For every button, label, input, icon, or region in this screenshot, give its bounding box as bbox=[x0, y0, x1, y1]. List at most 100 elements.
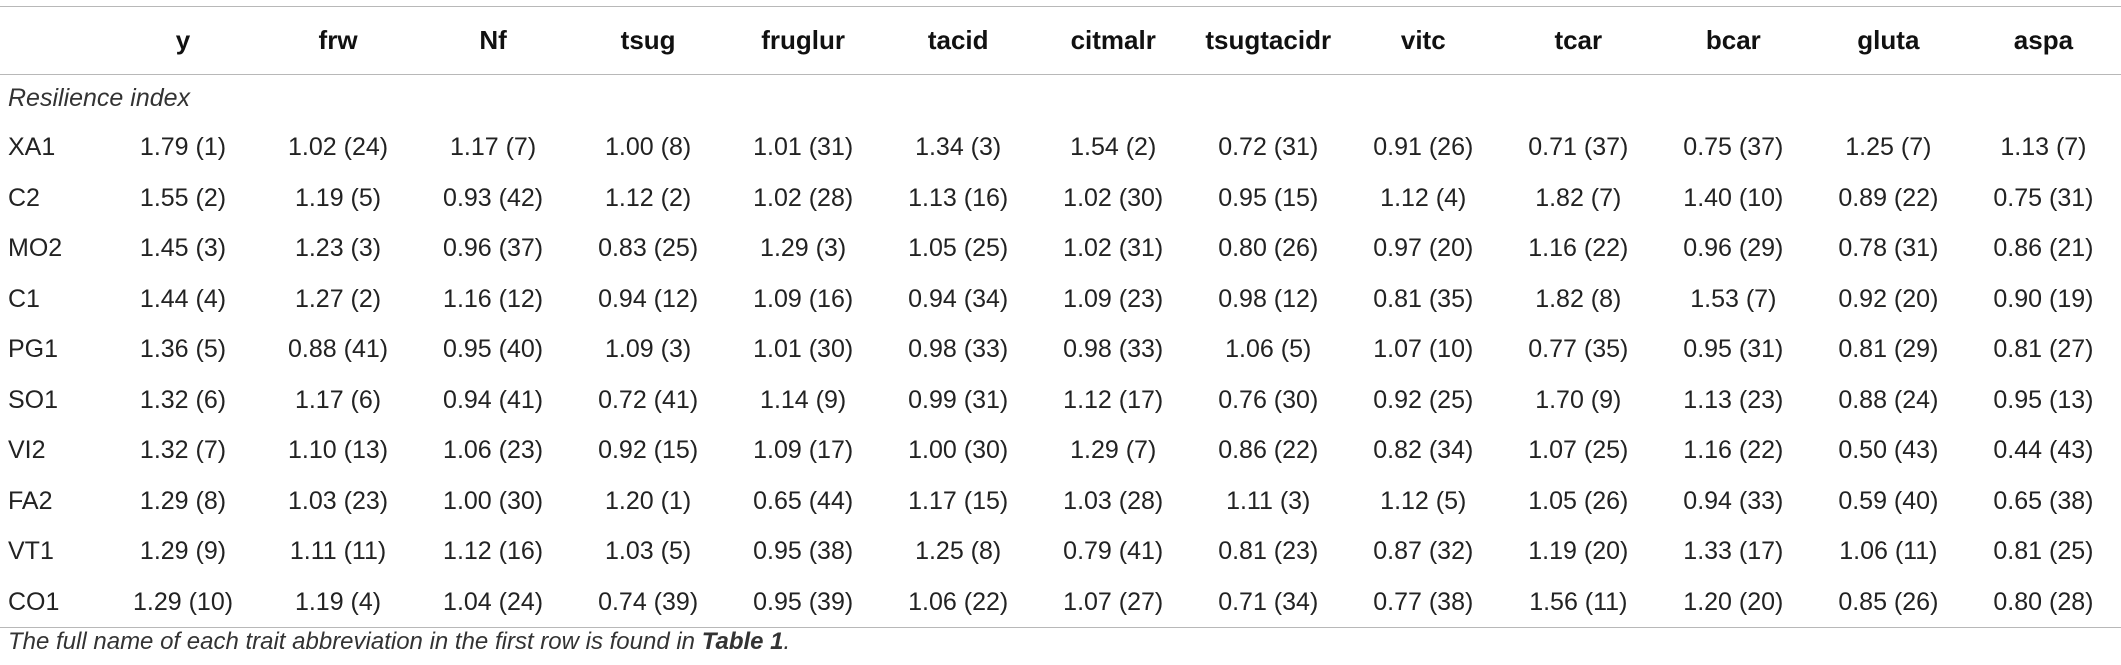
table-cell-tsug: 0.72 (41) bbox=[598, 385, 699, 414]
table-cell-Nf: 0.94 (41) bbox=[443, 385, 544, 414]
table-cell-fruglur: 1.09 (17) bbox=[753, 436, 854, 465]
table-cell-tcar: 1.56 (11) bbox=[1500, 577, 1656, 628]
table-cell-fruglur: 1.14 (9) bbox=[760, 385, 847, 414]
table-cell-fruglur: 1.29 (3) bbox=[760, 234, 847, 263]
table-cell-tcar: 1.70 (9) bbox=[1535, 385, 1622, 414]
table-cell-aspa: 0.44 (43) bbox=[1993, 436, 2094, 465]
table-cell-fruglur: 1.01 (30) bbox=[753, 335, 854, 364]
table-cell-vitc: 1.07 (10) bbox=[1373, 335, 1474, 364]
table-cell-gluta: 0.88 (24) bbox=[1838, 385, 1939, 414]
table-cell-gluta: 0.59 (40) bbox=[1838, 486, 1939, 515]
table-cell-aspa: 0.81 (27) bbox=[1993, 335, 2094, 364]
table-row: FA2 1.29 (8) 1.03 (23) 1.00 (30) 1.20 (1) 0.6… bbox=[0, 476, 2121, 527]
header-cell-tsug: tsug bbox=[570, 6, 726, 75]
table-cell-tcar: 0.77 (35) bbox=[1528, 335, 1629, 364]
data-table-container: y frw Nf tsug fruglur tacid citmalr tsugtacidr v… bbox=[0, 6, 2121, 628]
table-cell-fruglur: 0.95 (39) bbox=[725, 577, 881, 628]
row-label: CO1 bbox=[0, 577, 106, 628]
table-cell-citmalr: 1.07 (27) bbox=[1035, 577, 1191, 628]
table-row: C2 1.55 (2) 1.19 (5) 0.93 (42) 1.12 (2) 1.02 … bbox=[0, 173, 2121, 224]
table-cell-citmalr: 1.54 (2) bbox=[1070, 133, 1157, 162]
header-cell-frw: frw bbox=[260, 6, 416, 75]
table-cell-frw: 1.23 (3) bbox=[294, 234, 382, 263]
table-cell-tsug: 0.74 (39) bbox=[570, 577, 726, 628]
table-cell-tcar: 1.16 (22) bbox=[1528, 234, 1629, 263]
table-cell-tacid: 1.00 (30) bbox=[908, 436, 1009, 465]
table-cell-frw: 1.02 (24) bbox=[288, 133, 389, 162]
table-row: CO1 1.29 (10) 1.19 (4) 1.04 (24) 0.74 (39) 0.… bbox=[0, 577, 2121, 628]
table-cell-aspa: 0.75 (31) bbox=[1993, 183, 2094, 212]
table-cell-citmalr: 1.02 (30) bbox=[1063, 183, 1164, 212]
table-cell-y: 1.29 (10) bbox=[105, 577, 261, 628]
table-cell-tcar: 1.82 (7) bbox=[1535, 183, 1622, 212]
table-footnote: The full name of each trait abbreviation… bbox=[8, 628, 790, 656]
header-cell-fruglur: fruglur bbox=[725, 6, 881, 75]
row-label: MO2 bbox=[8, 234, 63, 263]
table-cell-y: 1.45 (3) bbox=[139, 234, 227, 263]
table-cell-y: 1.55 (2) bbox=[139, 183, 227, 212]
table-cell-vitc: 0.82 (34) bbox=[1373, 436, 1474, 465]
row-label: C1 bbox=[8, 284, 40, 313]
table-cell-aspa: 0.81 (25) bbox=[1993, 537, 2094, 566]
table-cell-tsugtacidr: 0.71 (34) bbox=[1190, 577, 1346, 628]
table-row: C1 1.44 (4) 1.27 (2) 1.16 (12) 0.94 (12) 1.09… bbox=[0, 274, 2121, 325]
table-cell-frw: 1.11 (11) bbox=[289, 537, 387, 566]
table-cell-tsugtacidr: 0.81 (23) bbox=[1218, 537, 1319, 566]
table-cell-tacid: 1.13 (16) bbox=[908, 183, 1009, 212]
table-cell-aspa: 0.95 (13) bbox=[1993, 385, 2094, 414]
table-cell-tsug: 1.03 (5) bbox=[605, 537, 692, 566]
table-cell-tsug: 1.12 (2) bbox=[605, 183, 692, 212]
table-cell-bcar: 1.13 (23) bbox=[1683, 385, 1784, 414]
table-cell-y: 1.29 (9) bbox=[139, 537, 227, 566]
table-cell-tacid: 0.94 (34) bbox=[908, 284, 1009, 313]
header-cell-y: y bbox=[105, 6, 261, 75]
table-cell-vitc: 0.77 (38) bbox=[1345, 577, 1501, 628]
header-cell-vitc: vitc bbox=[1345, 6, 1501, 75]
table-row: MO2 1.45 (3) 1.23 (3) 0.96 (37) 0.83 (25) 1.2… bbox=[0, 224, 2121, 275]
header-cell-tacid: tacid bbox=[880, 6, 1036, 75]
table-cell-citmalr: 1.09 (23) bbox=[1063, 284, 1164, 313]
table-cell-aspa: 0.65 (38) bbox=[1993, 486, 2094, 515]
table-cell-gluta: 0.81 (29) bbox=[1838, 335, 1939, 364]
table-cell-tcar: 1.19 (20) bbox=[1528, 537, 1629, 566]
table-cell-citmalr: 1.29 (7) bbox=[1070, 436, 1157, 465]
row-label: SO1 bbox=[8, 385, 59, 414]
table-cell-fruglur: 0.95 (38) bbox=[753, 537, 854, 566]
table-row: VT1 1.29 (9) 1.11 (11) 1.12 (16) 1.03 (5) 0.9… bbox=[0, 527, 2121, 578]
table-cell-Nf: 1.06 (23) bbox=[443, 436, 544, 465]
header-cell-tcar: tcar bbox=[1500, 6, 1656, 75]
row-label: PG1 bbox=[8, 335, 59, 364]
table-cell-bcar: 1.40 (10) bbox=[1683, 183, 1784, 212]
table-cell-gluta: 1.06 (11) bbox=[1839, 537, 1938, 566]
row-label: VT1 bbox=[8, 537, 54, 566]
footnote-suffix: . bbox=[783, 628, 791, 655]
table-cell-Nf: 1.16 (12) bbox=[443, 284, 544, 313]
table-cell-fruglur: 1.02 (28) bbox=[753, 183, 854, 212]
header-cell-label bbox=[0, 6, 106, 75]
table-row: SO1 1.32 (6) 1.17 (6) 0.94 (41) 0.72 (41) 1.1… bbox=[0, 375, 2121, 426]
table-cell-tsug: 1.00 (8) bbox=[605, 133, 692, 162]
resilience-table: y frw Nf tsug fruglur tacid citmalr tsugtacidr v… bbox=[0, 6, 2121, 628]
table-cell-vitc: 0.92 (25) bbox=[1373, 385, 1474, 414]
table-cell-y: 1.32 (6) bbox=[139, 385, 227, 414]
table-cell-frw: 0.88 (41) bbox=[288, 335, 389, 364]
header-cell-Nf: Nf bbox=[415, 6, 571, 75]
table-cell-citmalr: 1.03 (28) bbox=[1063, 486, 1164, 515]
row-label: FA2 bbox=[8, 486, 53, 515]
table-cell-fruglur: 1.09 (16) bbox=[753, 284, 854, 313]
table-cell-gluta: 0.50 (43) bbox=[1838, 436, 1939, 465]
row-label: VI2 bbox=[8, 436, 46, 465]
table-cell-aspa: 0.86 (21) bbox=[1993, 234, 2094, 263]
table-cell-gluta: 0.85 (26) bbox=[1810, 577, 1966, 628]
section-title: Resilience index bbox=[8, 84, 191, 113]
table-cell-citmalr: 1.02 (31) bbox=[1063, 234, 1164, 263]
header-cell-gluta: gluta bbox=[1810, 6, 1966, 75]
table-cell-tacid: 1.06 (22) bbox=[880, 577, 1036, 628]
header-cell-bcar: bcar bbox=[1655, 6, 1811, 75]
table-cell-tsugtacidr: 0.98 (12) bbox=[1218, 284, 1319, 313]
table-cell-fruglur: 1.01 (31) bbox=[753, 133, 854, 162]
table-cell-tacid: 1.34 (3) bbox=[915, 133, 1002, 162]
table-cell-frw: 1.27 (2) bbox=[294, 284, 382, 313]
table-cell-vitc: 0.91 (26) bbox=[1373, 133, 1474, 162]
table-cell-bcar: 0.75 (37) bbox=[1683, 133, 1784, 162]
